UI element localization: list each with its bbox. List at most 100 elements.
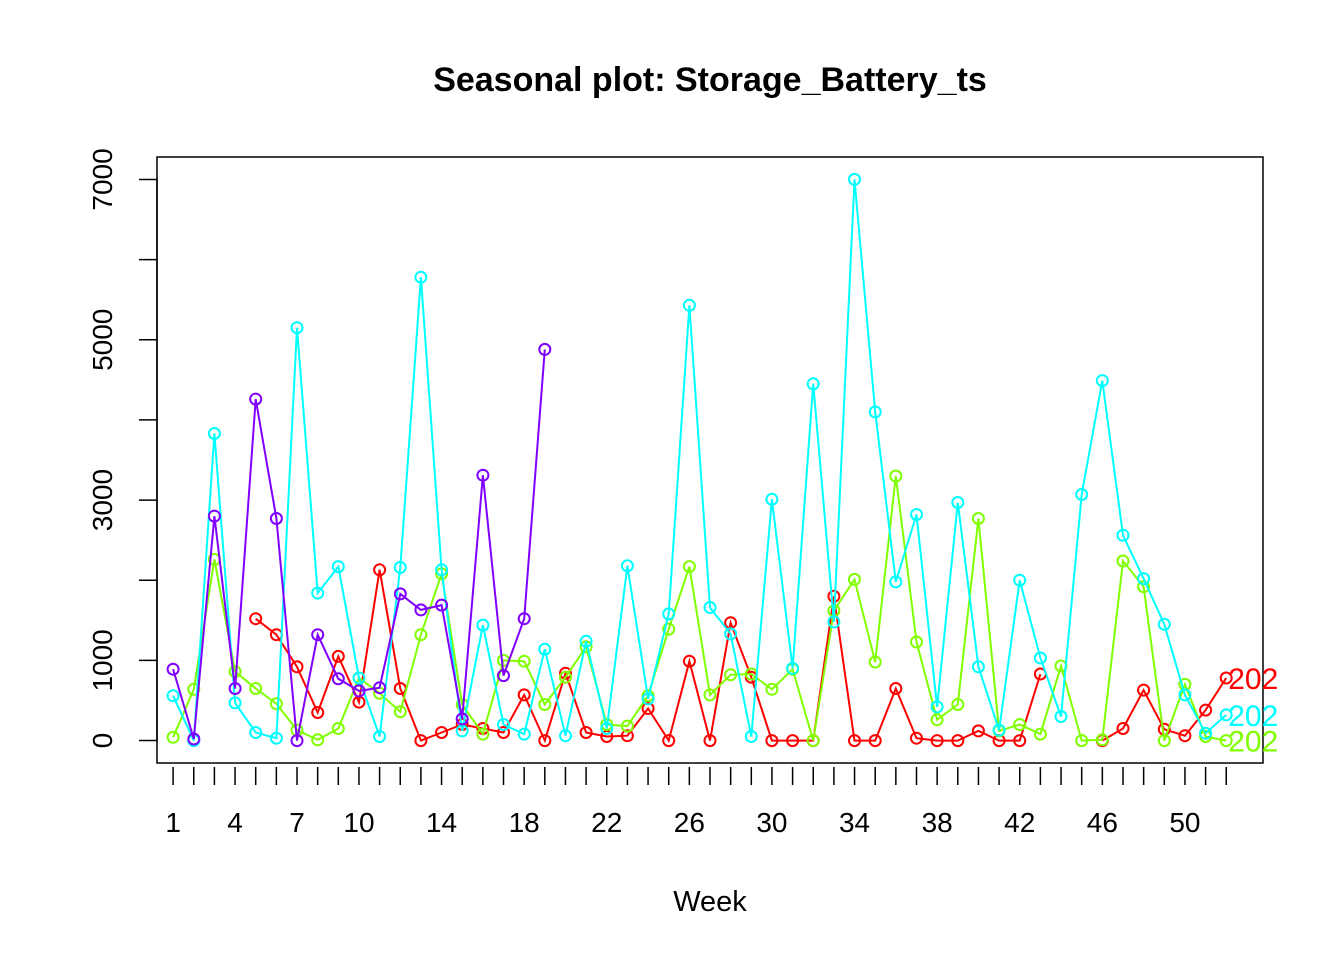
x-tick-label: 34: [839, 807, 870, 838]
data-point: [497, 718, 510, 731]
x-axis: 1 4 7 10 14 18 22 26 30 34 38 42 46 50: [165, 767, 1227, 838]
data-point: [352, 684, 366, 698]
x-tick-label: 14: [426, 807, 457, 838]
data-point: [848, 572, 861, 586]
data-point: [517, 612, 531, 626]
data-point: [249, 392, 263, 406]
data-point: [1178, 688, 1192, 702]
data-point: [290, 660, 304, 674]
data-point: [1137, 683, 1151, 697]
data-point: [207, 509, 221, 523]
data-point: [393, 587, 407, 601]
data-point: [435, 598, 449, 612]
data-point: [1013, 734, 1027, 748]
data-point: [187, 732, 201, 746]
data-point: [290, 734, 304, 748]
data-point: [1157, 617, 1171, 631]
series-end-label: 202: [1228, 726, 1278, 759]
data-point: [373, 563, 387, 577]
data-point: [393, 560, 407, 574]
data-point: [868, 734, 882, 748]
data-point: [414, 628, 428, 642]
data-point: [620, 719, 634, 733]
data-point: [786, 661, 800, 675]
data-point: [538, 342, 552, 356]
data-point: [1116, 554, 1130, 568]
data-point: [848, 734, 861, 748]
data-point: [207, 427, 221, 440]
chart-title: Seasonal plot: Storage_Battery_ts: [433, 61, 987, 99]
data-point: [331, 722, 345, 735]
data-point: [848, 172, 861, 186]
data-point: [414, 603, 428, 617]
data-point: [517, 654, 531, 668]
data-point: [373, 681, 387, 695]
data-point: [868, 655, 882, 669]
x-tick-label: 50: [1169, 807, 1200, 838]
data-point: [1054, 710, 1068, 723]
data-point: [951, 734, 965, 748]
data-point: [311, 733, 325, 747]
data-point: [1075, 488, 1089, 501]
data-point: [559, 670, 572, 684]
series-line: [1101, 677, 1228, 742]
data-point: [414, 270, 428, 284]
data-point: [476, 618, 490, 632]
data-point: [517, 688, 531, 702]
data-point: [414, 734, 428, 748]
data-point: [228, 696, 242, 710]
data-point: [600, 722, 614, 735]
x-axis-label: Week: [673, 886, 747, 918]
data-point: [1095, 374, 1109, 388]
y-tick-label: 5000: [87, 309, 118, 371]
data-point: [971, 512, 985, 525]
data-point: [538, 734, 552, 748]
data-point: [1033, 727, 1047, 741]
data-point: [662, 734, 676, 748]
series-end-label: 202: [1228, 700, 1278, 733]
data-point: [1199, 726, 1213, 740]
data-point: [331, 560, 345, 574]
x-tick-label: 30: [756, 807, 787, 838]
y-tick-label: 1000: [87, 629, 118, 691]
x-tick-label: 18: [509, 807, 540, 838]
data-point: [724, 627, 738, 641]
y-axis: 0 1000 3000 5000 7000: [87, 148, 158, 748]
data-point: [662, 607, 676, 621]
data-point: [910, 731, 923, 745]
data-point: [166, 689, 180, 703]
data-point: [352, 671, 366, 685]
x-tick-label: 1: [165, 807, 181, 838]
data-point: [269, 731, 283, 745]
data-point: [1033, 651, 1047, 665]
data-point: [1075, 734, 1089, 748]
data-point: [641, 692, 655, 706]
data-point: [1157, 734, 1171, 748]
data-point: [1137, 580, 1151, 594]
data-point: [703, 688, 717, 702]
data-point: [971, 660, 985, 674]
series-line: [172, 179, 1227, 742]
data-point: [269, 512, 283, 525]
data-point: [311, 628, 325, 642]
data-point: [579, 726, 593, 739]
x-tick-label: 10: [343, 807, 374, 838]
y-tick-label: 3000: [87, 469, 118, 531]
data-point: [538, 642, 552, 656]
x-tick-label: 38: [922, 807, 953, 838]
data-point: [311, 586, 325, 600]
data-point: [331, 649, 345, 663]
data-point: [682, 654, 696, 668]
data-point: [1116, 722, 1130, 735]
data-point: [476, 727, 490, 741]
x-tick-label: 46: [1087, 807, 1118, 838]
data-point: [497, 669, 510, 683]
data-point: [497, 726, 510, 739]
data-point: [765, 682, 779, 696]
data-point: [703, 734, 717, 748]
series-end-label: 202: [1228, 663, 1278, 696]
data-point: [249, 726, 263, 739]
data-point: [311, 706, 325, 719]
data-point: [331, 672, 345, 686]
